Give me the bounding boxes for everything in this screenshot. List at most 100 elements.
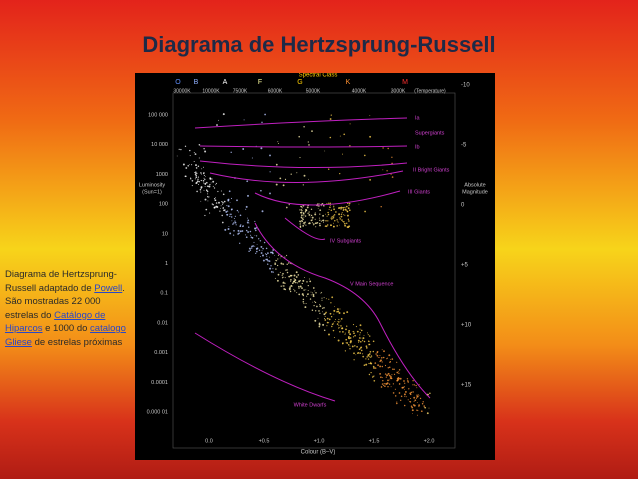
star [204, 214, 206, 217]
diagram-label: 4000K [352, 88, 367, 94]
star [337, 310, 340, 313]
star [276, 279, 279, 282]
star [298, 285, 300, 288]
star [315, 226, 317, 228]
star [326, 321, 329, 324]
star [279, 257, 281, 259]
star [403, 404, 406, 407]
star [229, 232, 232, 235]
star [305, 302, 307, 305]
diagram-label: 0.0 [205, 438, 213, 444]
star [269, 192, 271, 195]
star [356, 345, 358, 348]
star [370, 356, 372, 358]
star [303, 303, 305, 305]
star [184, 175, 186, 177]
star [323, 313, 326, 316]
star [349, 347, 351, 350]
star [277, 273, 280, 276]
star [409, 401, 412, 403]
diagram-label: 7500K [233, 88, 248, 94]
star [218, 119, 219, 121]
star [321, 203, 324, 205]
star [399, 399, 402, 402]
star [299, 205, 301, 207]
star [374, 362, 377, 364]
star [274, 261, 276, 263]
star [332, 217, 335, 219]
star [353, 330, 355, 332]
star [359, 332, 361, 334]
star [385, 383, 388, 385]
caption-link[interactable]: catalogo Gliese [5, 323, 126, 348]
star [313, 224, 315, 226]
star [308, 222, 311, 225]
star [398, 392, 401, 394]
star [311, 219, 313, 221]
star [368, 356, 369, 357]
star [398, 369, 401, 371]
star [191, 164, 193, 166]
star [253, 241, 255, 243]
star [333, 204, 335, 206]
star [286, 263, 288, 266]
star [220, 207, 221, 209]
star [392, 383, 395, 385]
star [347, 226, 350, 228]
star [326, 325, 328, 327]
curve [254, 222, 431, 399]
diagram-label: Ib [415, 144, 420, 150]
star [415, 397, 418, 399]
star [242, 148, 245, 150]
diagram-label: IV Subgiants [330, 238, 361, 244]
star [230, 209, 233, 211]
star [251, 237, 254, 239]
star [196, 190, 198, 193]
star [272, 268, 274, 270]
star [194, 171, 196, 174]
star [269, 256, 271, 258]
star [327, 213, 330, 216]
star [397, 370, 399, 372]
star [319, 303, 321, 306]
star [305, 215, 307, 217]
star [314, 213, 317, 216]
star [224, 228, 227, 231]
star [360, 337, 362, 339]
star [323, 297, 325, 299]
star [237, 233, 239, 235]
star [412, 391, 414, 393]
star [340, 215, 343, 218]
star [380, 359, 382, 362]
star [324, 319, 327, 321]
star [420, 410, 423, 413]
star [310, 291, 312, 293]
star [247, 231, 250, 233]
caption-link[interactable]: Catálogo de Hiparcos [5, 309, 106, 335]
star [289, 289, 291, 291]
star [345, 205, 348, 208]
star [393, 373, 396, 376]
star [337, 339, 340, 342]
star [347, 207, 350, 210]
star [348, 331, 350, 334]
star [233, 222, 235, 224]
star [243, 119, 245, 121]
star [340, 208, 342, 210]
star [359, 352, 362, 354]
star [339, 330, 341, 333]
star [311, 309, 314, 312]
curve [254, 190, 401, 206]
diagram-label: Ia [415, 115, 421, 121]
star [209, 212, 211, 214]
star [255, 229, 257, 232]
star [201, 173, 203, 175]
star [197, 183, 200, 186]
star [373, 367, 375, 369]
star [417, 394, 419, 396]
star [200, 186, 203, 189]
star [227, 205, 230, 208]
caption-link[interactable]: Powell [94, 282, 123, 294]
star [254, 235, 256, 236]
star [358, 348, 361, 351]
